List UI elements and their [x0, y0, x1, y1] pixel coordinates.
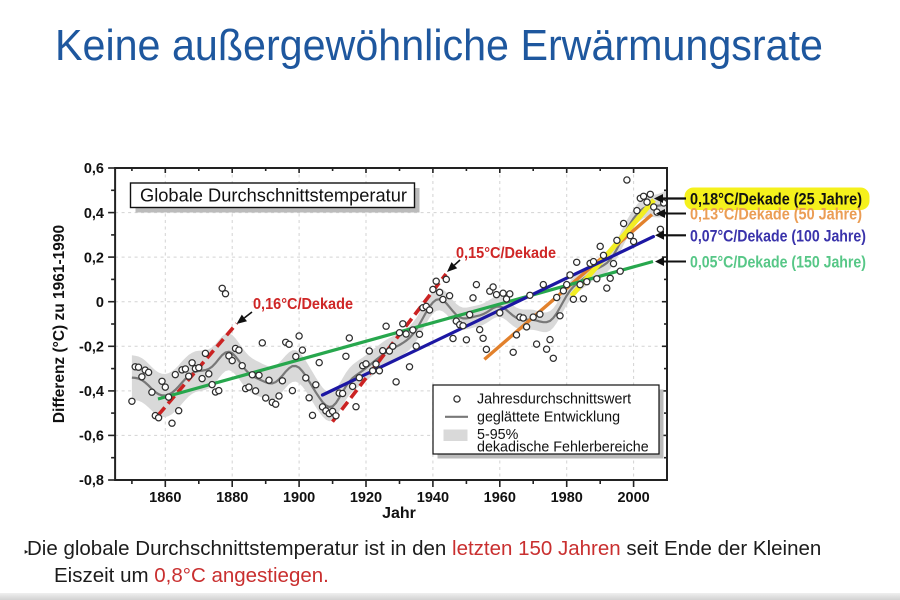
svg-text:0,4: 0,4: [84, 206, 104, 222]
svg-text:1940: 1940: [417, 490, 449, 506]
svg-text:1860: 1860: [149, 490, 181, 506]
svg-text:Jahr: Jahr: [382, 505, 416, 522]
svg-text:Jahresdurchschnittswert: Jahresdurchschnittswert: [477, 392, 631, 408]
svg-text:1920: 1920: [350, 490, 382, 506]
svg-text:0,07°C/Dekade (100 Jahre): 0,07°C/Dekade (100 Jahre): [690, 227, 866, 246]
svg-text:0,05°C/Dekade (150 Jahre): 0,05°C/Dekade (150 Jahre): [690, 253, 866, 272]
svg-text:0,18°C/Dekade (25 Jahre): 0,18°C/Dekade (25 Jahre): [690, 189, 862, 208]
svg-text:Globale Durchschnittstemperatu: Globale Durchschnittstemperatur: [140, 185, 407, 206]
svg-text:-0,6: -0,6: [79, 429, 104, 445]
svg-text:0,6: 0,6: [84, 161, 104, 177]
svg-text:0,16°C/Dekade: 0,16°C/Dekade: [253, 296, 353, 313]
svg-text:-0,2: -0,2: [79, 340, 104, 356]
svg-text:1980: 1980: [551, 490, 583, 506]
svg-text:1880: 1880: [216, 490, 248, 506]
svg-text:0,15°C/Dekade: 0,15°C/Dekade: [456, 245, 556, 262]
svg-text:1900: 1900: [283, 490, 315, 506]
svg-text:geglättete Entwicklung: geglättete Entwicklung: [477, 410, 620, 426]
svg-text:5-95%: 5-95%: [477, 427, 519, 443]
svg-text:dekadische Fehlerbereiche: dekadische Fehlerbereiche: [477, 440, 649, 456]
svg-text:1960: 1960: [484, 490, 516, 506]
svg-text:0: 0: [96, 295, 104, 311]
svg-text:0,2: 0,2: [84, 250, 104, 266]
svg-text:0,13°C/Dekade (50 Jahre): 0,13°C/Dekade (50 Jahre): [690, 204, 862, 223]
svg-text:Keine außergewöhnliche Erwärmu: Keine außergewöhnliche Erwärmungsrate: [55, 21, 823, 70]
svg-text:-0,8: -0,8: [79, 473, 104, 489]
svg-text:-0,4: -0,4: [79, 384, 104, 400]
svg-text:Differenz (°C) zu 1961-1990: Differenz (°C) zu 1961-1990: [51, 225, 68, 423]
svg-text:2000: 2000: [617, 490, 649, 506]
